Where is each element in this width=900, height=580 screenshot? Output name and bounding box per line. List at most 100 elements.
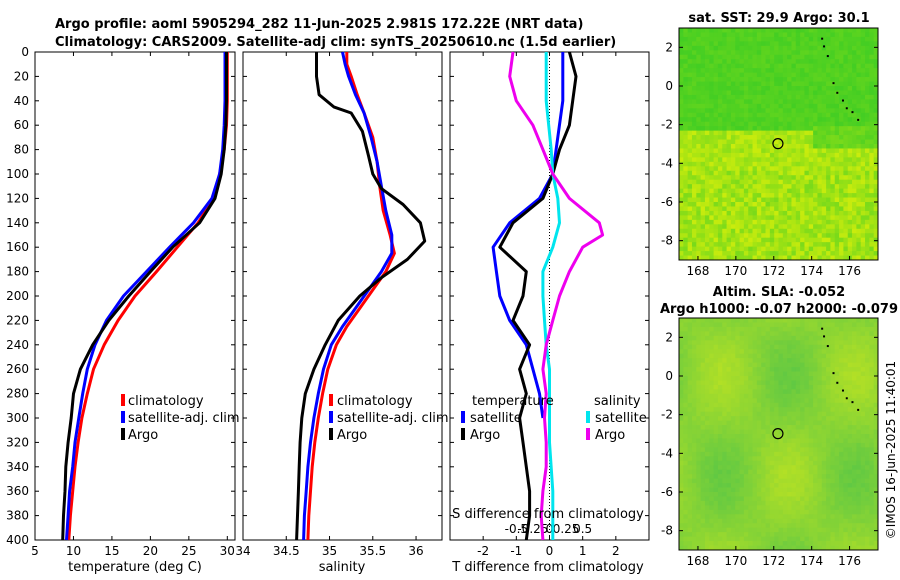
x-tick-label: -2 [477, 544, 489, 558]
map-cell [834, 349, 840, 355]
y-tick-label: -4 [661, 156, 673, 170]
map-cell [817, 380, 823, 386]
map-cell [795, 402, 801, 408]
map-cell [826, 72, 831, 78]
map-cell [761, 63, 766, 69]
map-cell [852, 402, 857, 408]
map-cell [730, 117, 736, 123]
map-cell [860, 367, 866, 372]
map-cell [865, 81, 870, 87]
map-cell [726, 358, 732, 364]
map-cell [774, 371, 779, 377]
map-cell [735, 233, 740, 239]
map-cell [700, 161, 706, 167]
map-cell [726, 389, 732, 395]
map-cell [808, 353, 814, 359]
map-cell [839, 210, 844, 216]
map-cell [821, 514, 827, 520]
map-cell [830, 161, 836, 167]
map-cell [717, 161, 723, 167]
map-cell [869, 157, 875, 163]
map-cell [696, 326, 702, 332]
map-cell [717, 170, 723, 176]
map-cell [774, 108, 779, 114]
map-cell [795, 215, 801, 221]
map-cell [808, 398, 814, 404]
map-cell [769, 429, 775, 435]
map-cell [869, 451, 875, 457]
map-cell [748, 523, 753, 529]
map-cell [743, 398, 749, 404]
map-cell [782, 380, 788, 386]
map-cell [752, 161, 758, 167]
map-cell [761, 246, 766, 252]
map-cell [700, 416, 706, 422]
map-cell [839, 518, 844, 524]
map-cell [787, 340, 792, 346]
map-cell [791, 179, 797, 185]
map-cell [691, 255, 697, 261]
map-cell [869, 442, 875, 448]
map-cell [778, 139, 784, 145]
map-cell [774, 509, 779, 515]
map-cell [826, 251, 831, 256]
map-cell [717, 411, 723, 417]
map-cell [808, 465, 814, 471]
map-cell [761, 90, 766, 96]
map-cell [735, 451, 740, 457]
map-cell [743, 389, 749, 395]
map-cell [787, 246, 792, 252]
map-cell [830, 429, 836, 435]
map-cell [683, 135, 689, 140]
map-cell [739, 478, 745, 484]
map-cell [726, 157, 732, 163]
map-cell [813, 434, 818, 439]
map-cell [704, 197, 710, 203]
map-cell [761, 50, 766, 56]
map-cell [756, 41, 762, 47]
map-cell [865, 518, 870, 524]
map-cell [856, 197, 862, 203]
map-cell [722, 518, 727, 524]
map-cell [869, 411, 875, 417]
map-cell [730, 152, 736, 158]
map-cell [791, 161, 797, 167]
map-cell [808, 157, 814, 163]
map-cell [722, 90, 727, 96]
map-cell [713, 447, 719, 453]
map-cell [730, 527, 736, 533]
map-cell [826, 442, 831, 448]
map-cell [856, 210, 862, 216]
map-cell [847, 483, 853, 488]
map-cell [700, 460, 706, 466]
map-cell [821, 536, 827, 542]
map-cell [826, 215, 831, 221]
map-cell [873, 126, 879, 132]
map-cell [704, 112, 710, 118]
map-cell [804, 353, 810, 359]
map-cell [769, 54, 775, 60]
map-cell [743, 54, 749, 60]
map-cell [791, 478, 797, 484]
map-cell [826, 509, 831, 515]
map-cell [821, 255, 827, 261]
map-cell [726, 193, 732, 198]
map-cell [817, 210, 823, 216]
salinity-panel: 34 34.5 35 35.5 36 salinity climatology sate… [235, 51, 449, 575]
map-cell [683, 371, 689, 377]
map-cell [821, 28, 827, 33]
map-cell [813, 77, 818, 82]
map-cell [808, 68, 814, 74]
map-cell [774, 407, 779, 413]
map-cell [713, 81, 719, 87]
map-cell [761, 434, 766, 439]
map-cell [691, 94, 697, 100]
map-cell [735, 411, 740, 417]
map-cell [813, 41, 818, 47]
map-cell [821, 121, 827, 127]
map-cell [839, 402, 844, 408]
map-cell [730, 478, 736, 484]
map-cell [869, 398, 875, 404]
map-cell [739, 193, 745, 198]
